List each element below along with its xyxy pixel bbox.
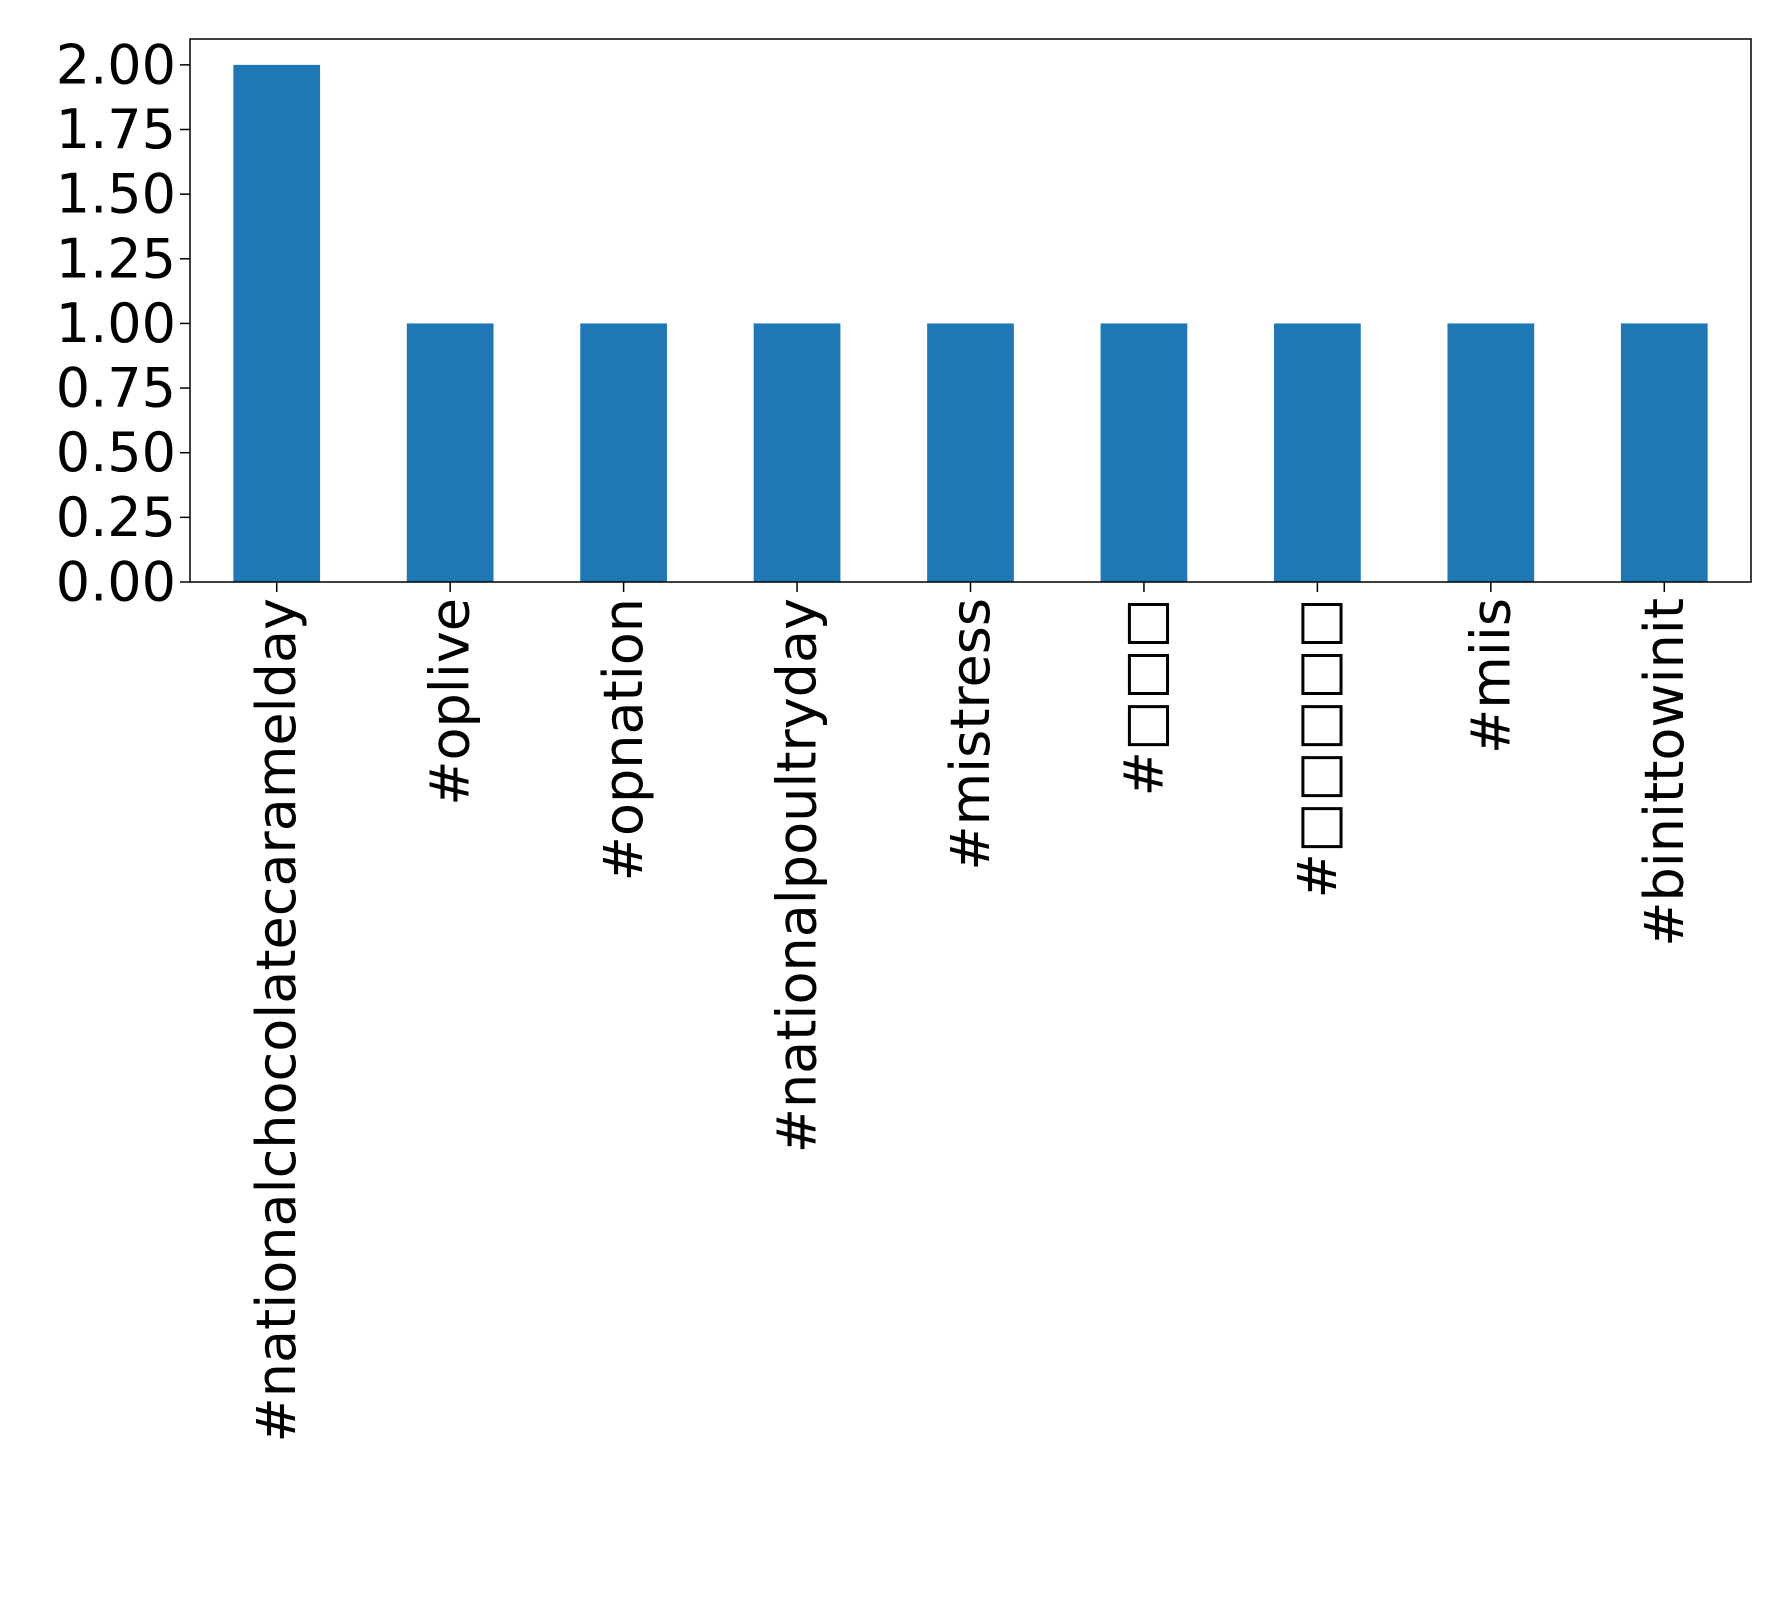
y-tick-label: 1.50 [56, 163, 176, 226]
y-tick-label: 1.25 [56, 227, 176, 290]
y-tick-label: 0.50 [56, 421, 176, 484]
bar [753, 323, 841, 582]
x-tick-label: #miis [1459, 598, 1522, 754]
y-tick-label: 1.75 [56, 98, 176, 161]
y-tick-label: 2.00 [56, 33, 176, 96]
y-tick-label: 0.25 [56, 486, 176, 549]
y-tick-label: 1.00 [56, 292, 176, 355]
x-tick-label: #□□□ [1112, 598, 1175, 796]
x-tick-label: #opnation [592, 598, 655, 881]
bar [927, 323, 1014, 582]
bar [406, 323, 494, 582]
bar [1100, 323, 1188, 582]
x-tick-label: #binittowinit [1633, 598, 1696, 947]
bar [233, 64, 321, 583]
bars-layer [233, 64, 1708, 583]
x-tick-label: #nationalpoultryday [766, 598, 829, 1153]
y-axis: 0.000.250.500.751.001.251.501.752.00 [56, 33, 190, 614]
bar [1620, 323, 1708, 582]
x-axis: #nationalchocolatecaramelday #oplive #opna… [245, 582, 1696, 1443]
x-tick-label: #□□□□□ [1286, 598, 1349, 898]
x-tick-label: #oplive [419, 598, 482, 806]
x-tick-label: #mistress [939, 598, 1002, 871]
bar [1274, 323, 1361, 582]
y-tick-label: 0.75 [56, 357, 176, 420]
x-tick-label: #nationalchocolatecaramelday [245, 598, 308, 1443]
bar [580, 323, 667, 582]
y-tick-label: 0.00 [56, 551, 176, 614]
bar [1447, 323, 1535, 582]
